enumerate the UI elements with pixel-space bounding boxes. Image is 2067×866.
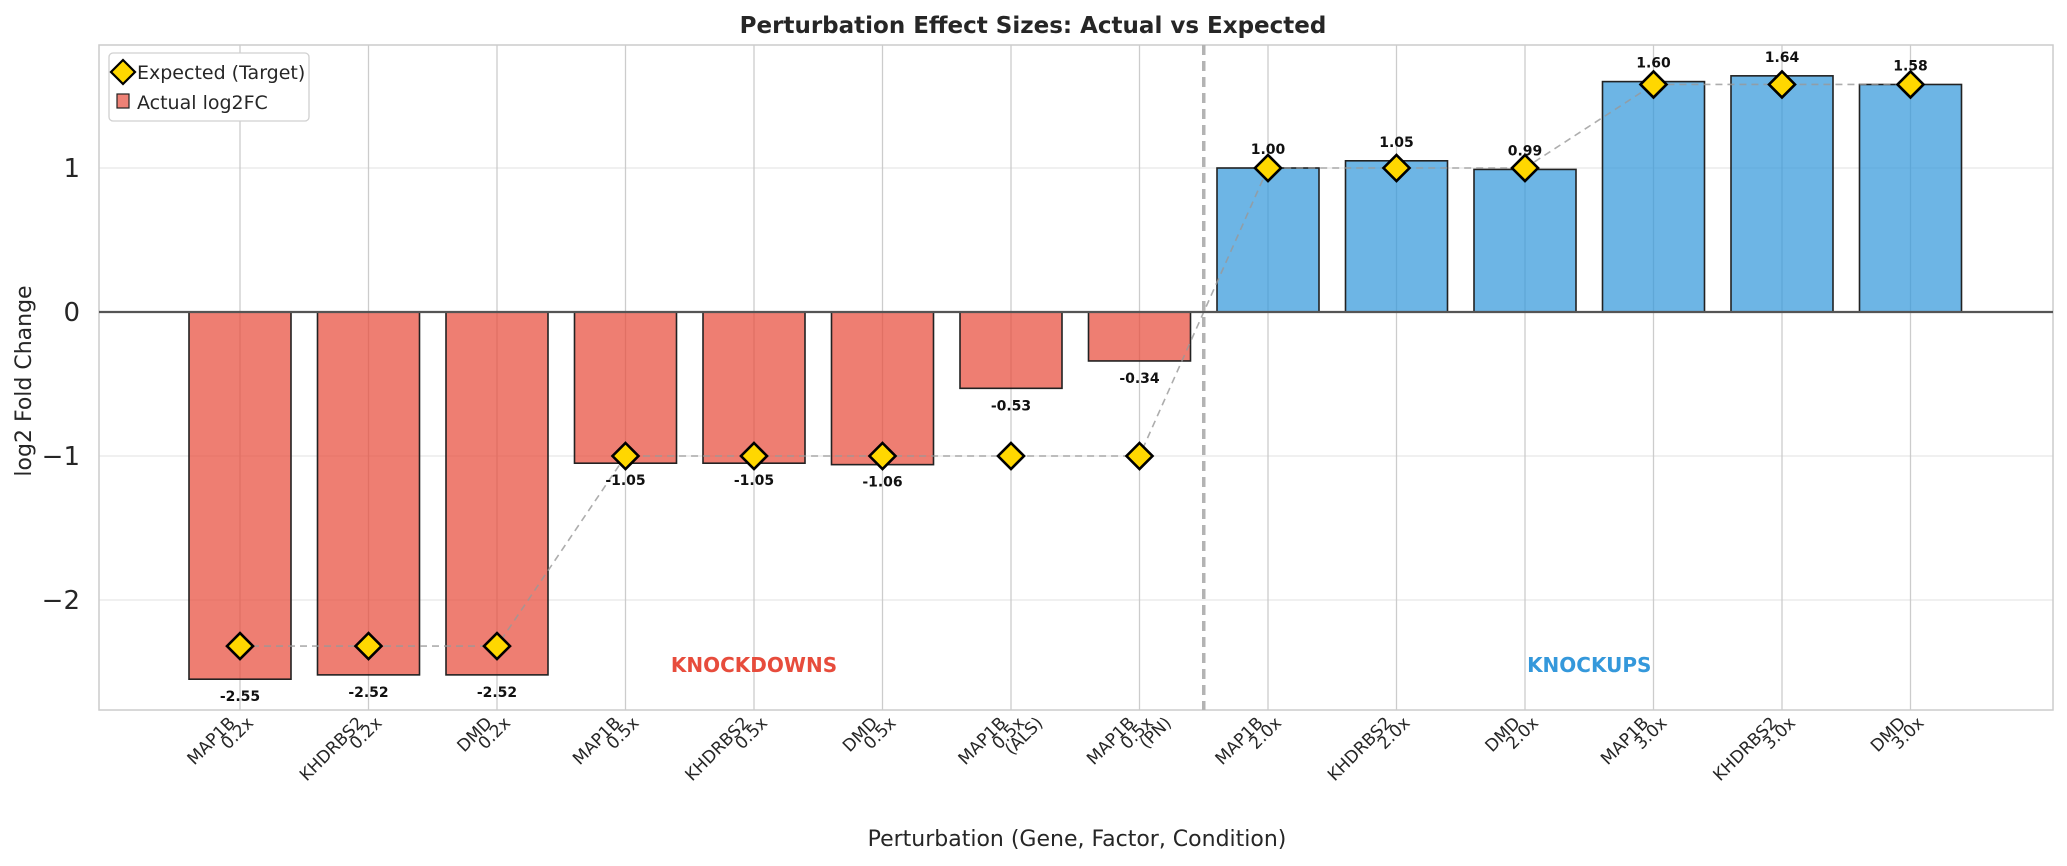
expected-marker: [353, 631, 384, 661]
legend-label-actual: Actual log2FC: [137, 92, 268, 114]
y-tick-label: 1: [63, 154, 80, 184]
chart-title: Perturbation Effect Sizes: Actual vs Exp…: [740, 13, 1327, 39]
bar-value-label: 1.60: [1636, 56, 1671, 72]
x-axis-title: Perturbation (Gene, Factor, Condition): [868, 827, 1287, 852]
expected-marker: [996, 441, 1026, 471]
legend: Expected (Target) Actual log2FC: [108, 52, 310, 122]
bar-value-label: -2.55: [220, 689, 260, 705]
bar: [1473, 168, 1577, 313]
bar-value-label: -0.34: [1119, 371, 1160, 387]
bar: [830, 311, 935, 466]
expected-marker: [1253, 153, 1283, 183]
y-tick-label: −1: [42, 442, 80, 472]
bar-value-label: 1.05: [1379, 135, 1414, 151]
y-axis-title: log2 Fold Change: [12, 285, 37, 476]
expected-marker: [1381, 153, 1412, 183]
region-label: KNOCKDOWNS: [671, 653, 837, 677]
expected-marker: [1124, 441, 1155, 471]
bar: [188, 311, 292, 681]
expected-marker: [1767, 69, 1797, 100]
bar-value-label: -0.53: [991, 398, 1031, 414]
bar: [573, 311, 678, 464]
bar: [1216, 167, 1320, 313]
bar: [1087, 311, 1192, 362]
legend-label-expected: Expected (Target): [137, 62, 305, 84]
region-label: KNOCKUPS: [1527, 653, 1651, 677]
bar-value-label: -2.52: [477, 685, 517, 701]
expected-marker: [1895, 69, 1926, 100]
y-tick-label: 0: [63, 298, 80, 328]
expected-marker: [1638, 69, 1669, 100]
expected-marker: [482, 631, 512, 661]
expected-marker: [225, 631, 255, 661]
expected-marker: [739, 441, 769, 471]
legend-diamond-icon: [109, 58, 137, 86]
bar-value-label: 1.00: [1251, 142, 1286, 158]
expected-marker: [610, 441, 641, 471]
bar: [445, 311, 549, 676]
y-tick-label: −2: [42, 586, 80, 616]
bar-value-label: -2.52: [348, 685, 388, 701]
bar-value-label: 0.99: [1508, 143, 1543, 159]
expected-marker: [1510, 153, 1540, 183]
bar: [316, 311, 421, 676]
legend-bar-swatch: [116, 93, 130, 109]
bar: [959, 311, 1063, 390]
bar-value-label: -1.06: [862, 475, 902, 491]
bar: [1858, 83, 1963, 313]
bar-value-label: 1.58: [1893, 58, 1928, 74]
plot-frame: [98, 44, 2054, 711]
bar: [1601, 80, 1706, 313]
bar: [1344, 160, 1449, 313]
bar-value-label: -1.05: [605, 473, 645, 489]
bar-value-label: 1.64: [1765, 50, 1800, 66]
expected-line: [240, 83, 1911, 647]
expected-marker: [867, 441, 898, 471]
bar: [702, 311, 806, 464]
bar-value-label: -1.05: [734, 473, 774, 489]
bar: [1730, 75, 1834, 313]
